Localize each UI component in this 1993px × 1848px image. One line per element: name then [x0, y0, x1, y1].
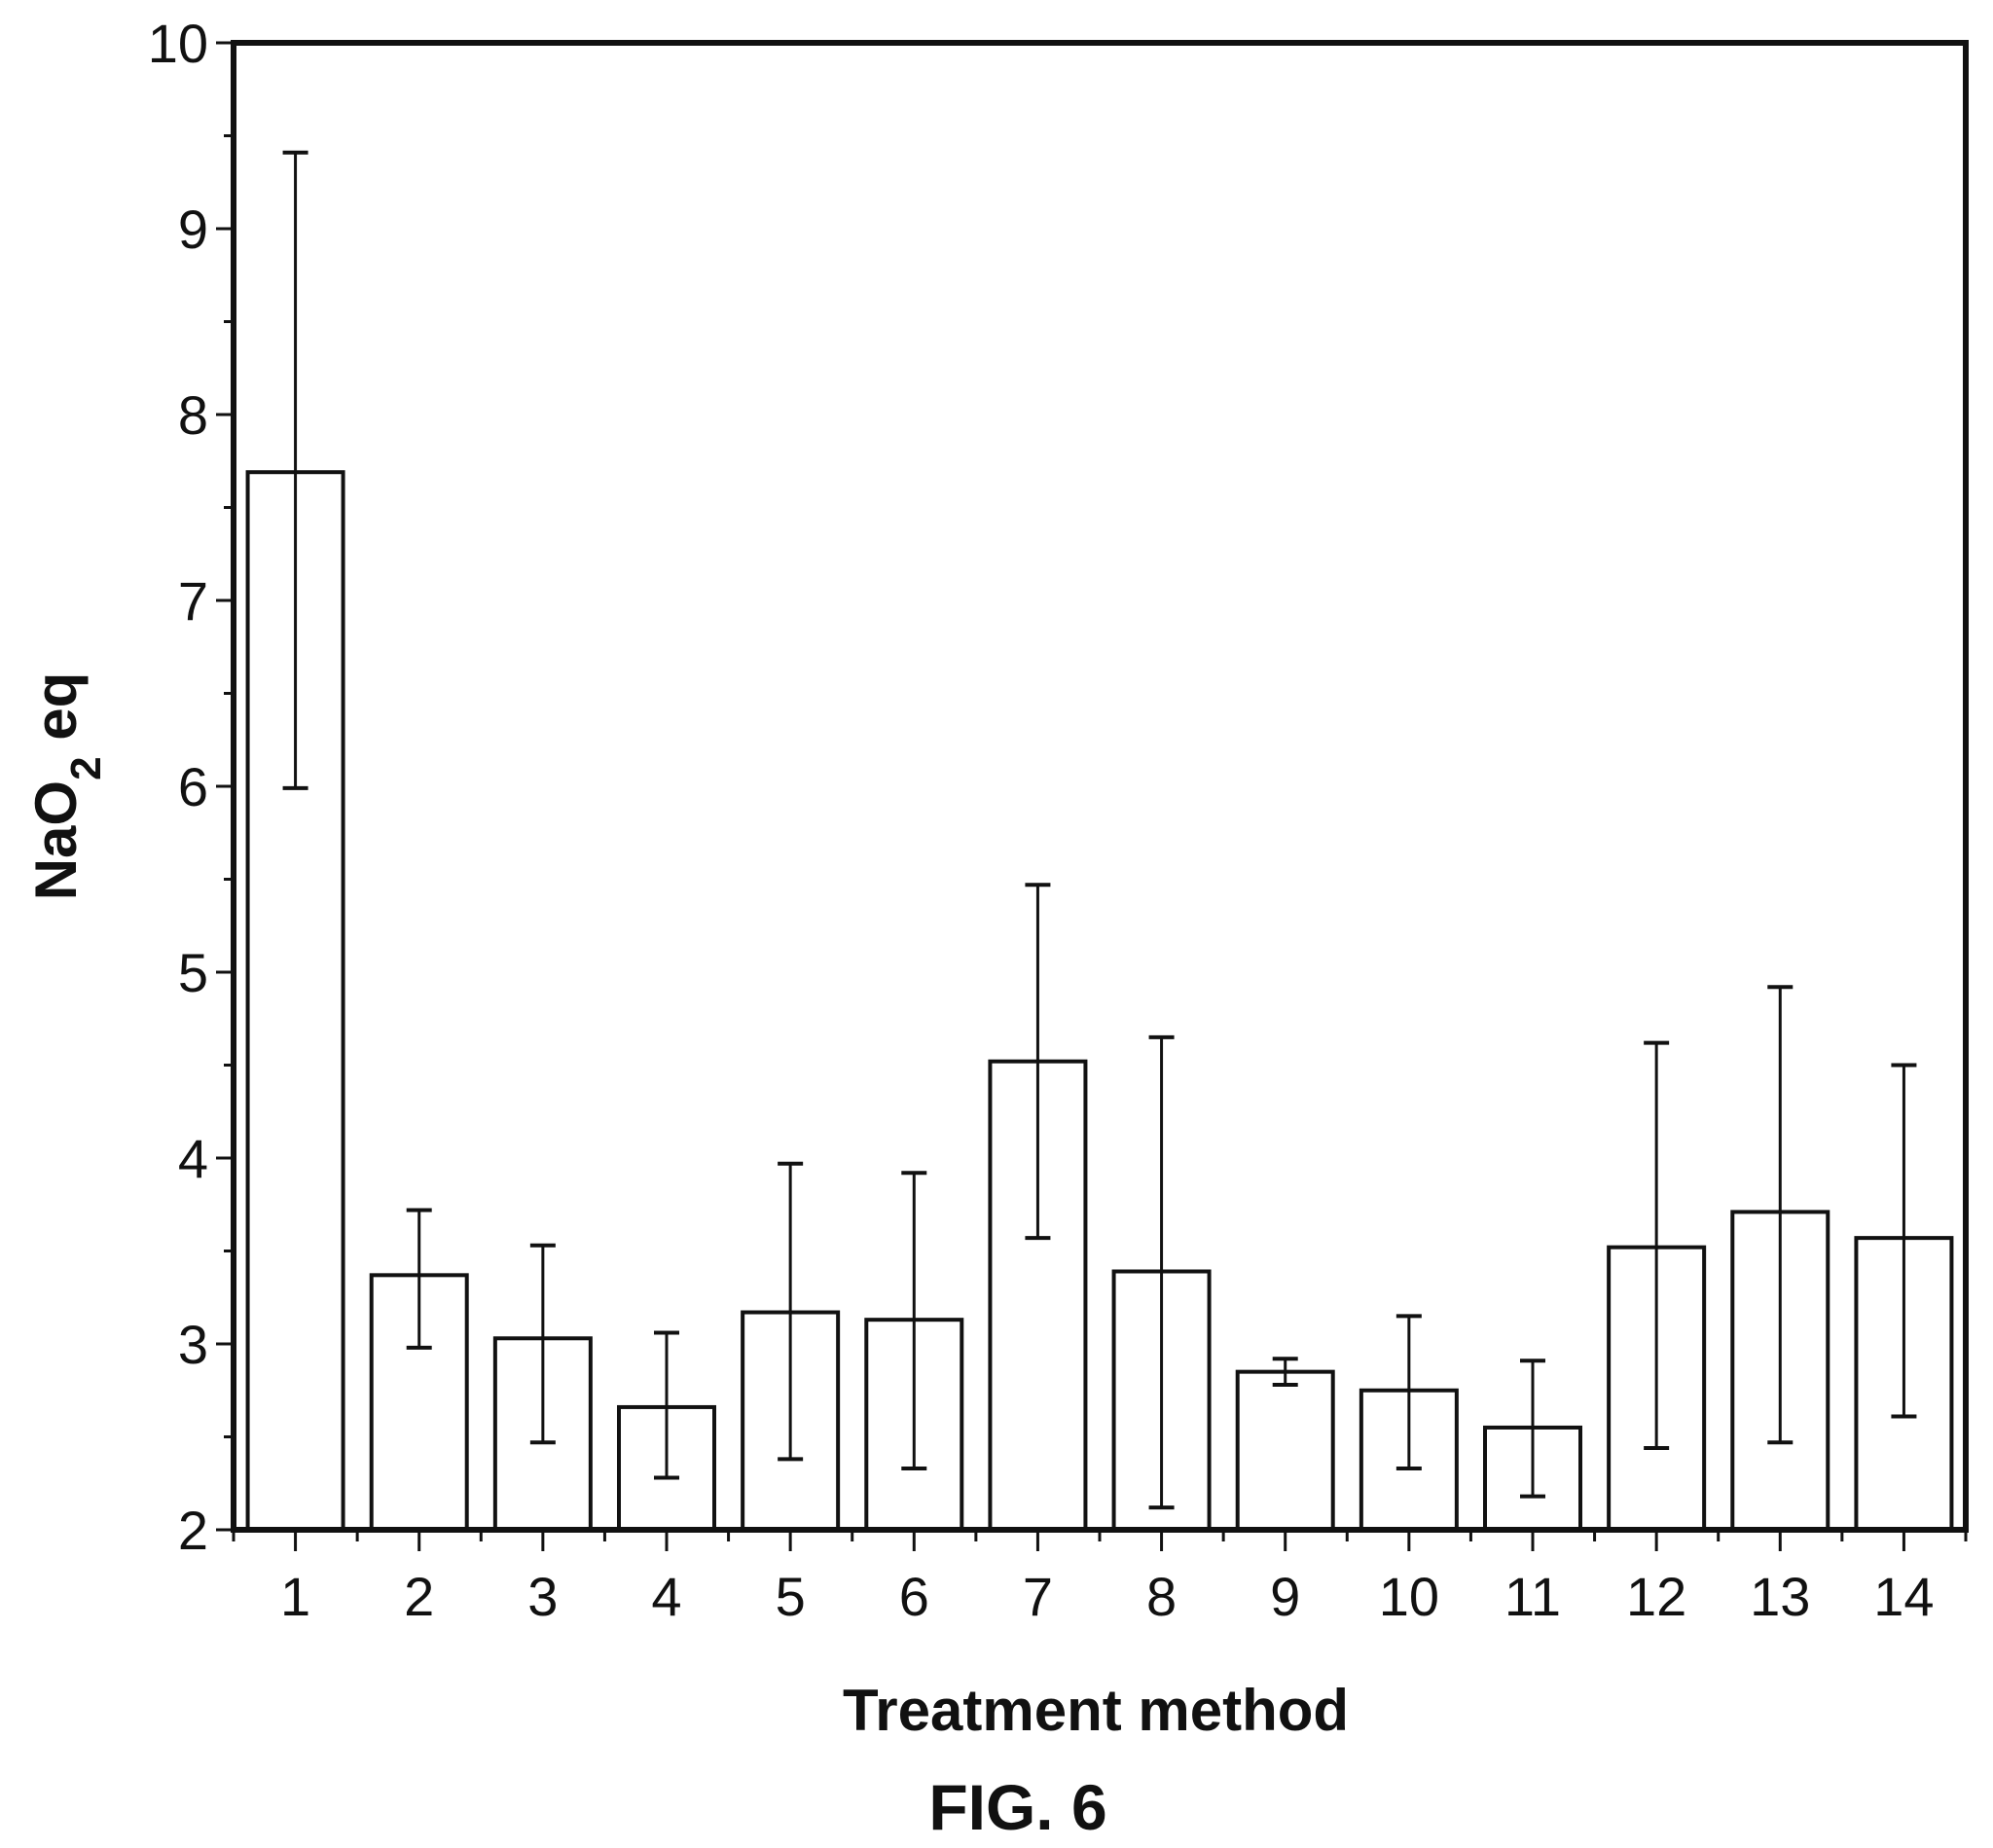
x-axis-title: Treatment method	[843, 1678, 1349, 1743]
error-bar-9	[1272, 1357, 1298, 1388]
x-tick-label: 4	[651, 1566, 681, 1627]
x-tick-label: 5	[776, 1566, 806, 1627]
y-tick-label: 2	[178, 1500, 208, 1561]
error-bar-11	[1520, 1359, 1545, 1499]
error-bar-5	[778, 1161, 804, 1462]
x-tick-label: 6	[899, 1566, 929, 1627]
x-tick-label: 9	[1270, 1566, 1300, 1627]
y-tick-label: 5	[178, 942, 208, 1003]
x-tick-label: 13	[1750, 1566, 1810, 1627]
x-axis: 1 2 3 4 5 6 7 8 9 10 11 12 13 14	[232, 1530, 1968, 1627]
y-axis-title-subscript: 2	[62, 756, 110, 779]
error-bar-1	[282, 150, 308, 790]
plot-frame	[231, 40, 1969, 1533]
y-axis: 2 3 4 5 6 7 8 9 10	[148, 13, 234, 1561]
y-axis-title: NaO2 eq	[23, 672, 110, 901]
error-bar-7	[1025, 883, 1051, 1241]
x-tick-label: 7	[1023, 1566, 1053, 1627]
error-bar-3	[529, 1243, 556, 1445]
error-bar-4	[654, 1330, 679, 1480]
y-tick-label: 8	[178, 384, 208, 446]
bars-group	[245, 470, 1954, 1533]
x-tick-label: 11	[1504, 1566, 1561, 1627]
x-tick-label: 12	[1626, 1566, 1686, 1627]
x-tick-label: 8	[1146, 1566, 1177, 1627]
y-tick-label: 9	[178, 199, 208, 260]
error-bars-group	[282, 150, 1917, 1510]
x-tick-label: 14	[1873, 1566, 1934, 1627]
error-bar-2	[406, 1208, 432, 1350]
y-tick-label: 10	[148, 13, 208, 74]
x-tick-label: 1	[280, 1566, 310, 1627]
error-bar-14	[1891, 1063, 1917, 1419]
error-bar-10	[1395, 1314, 1422, 1470]
y-tick-label: 4	[178, 1128, 208, 1189]
x-tick-label: 10	[1379, 1566, 1439, 1627]
figure-label: FIG. 6	[928, 1771, 1106, 1843]
y-tick-label: 3	[178, 1314, 208, 1375]
y-tick-label: 7	[178, 570, 208, 632]
x-tick-label: 3	[527, 1566, 558, 1627]
y-axis-title-tail: eq	[23, 672, 89, 757]
y-axis-title-main: NaO	[23, 780, 89, 900]
y-tick-label: 6	[178, 756, 208, 817]
bar-9	[1235, 1369, 1335, 1533]
error-bar-8	[1148, 1034, 1175, 1510]
x-tick-label: 2	[404, 1566, 434, 1627]
error-bar-12	[1644, 1040, 1670, 1450]
error-bar-13	[1767, 985, 1794, 1445]
error-bar-6	[901, 1171, 927, 1470]
